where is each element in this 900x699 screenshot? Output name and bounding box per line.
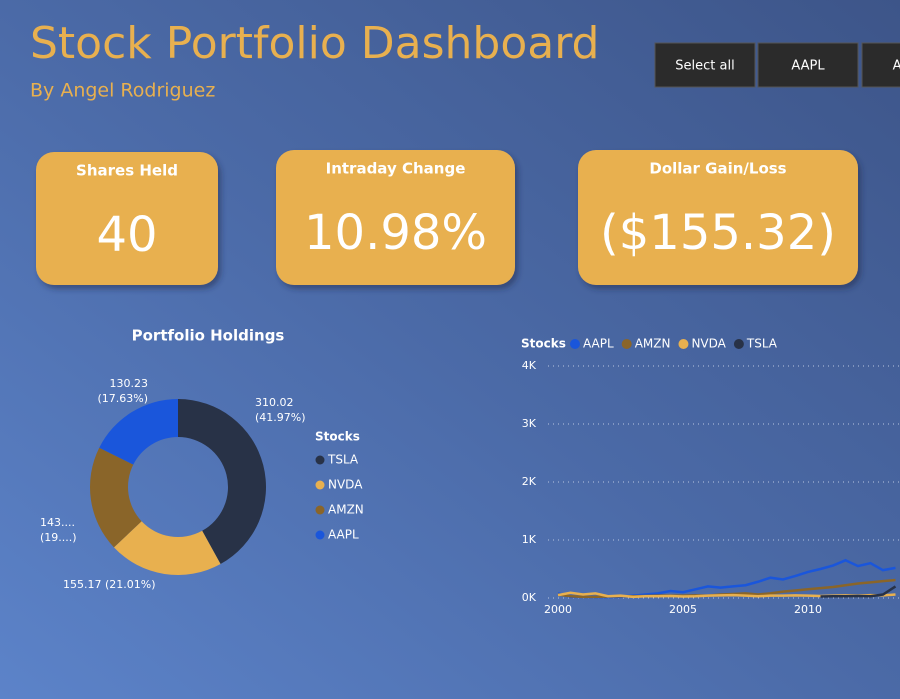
donut-slice	[113, 521, 221, 575]
y-tick-label: 4K	[522, 359, 537, 372]
kpi-card	[276, 150, 515, 285]
legend-title: Stocks	[315, 430, 360, 444]
y-tick-label: 1K	[522, 533, 537, 546]
legend-marker	[315, 455, 325, 465]
legend-label: NVDA	[691, 337, 726, 351]
legend-label: AMZN	[635, 337, 671, 351]
x-tick-label: 2010	[794, 603, 822, 616]
legend-marker	[733, 339, 744, 349]
legend-marker	[315, 530, 325, 540]
legend-marker	[315, 505, 325, 515]
x-tick-label: 2005	[669, 603, 697, 616]
percent-label: (17.63%)	[97, 392, 148, 405]
legend-label: TSLA	[327, 453, 359, 467]
percent-label: (41.97%)	[255, 411, 306, 424]
value-label: 130.23	[110, 377, 149, 390]
kpi-card	[36, 152, 218, 285]
y-tick-label: 0K	[522, 591, 537, 604]
slicer-button[interactable]	[654, 42, 756, 88]
percent-label: (19....)	[40, 531, 77, 544]
slicer-label: AAPL	[791, 59, 825, 74]
legend-label: TSLA	[746, 337, 778, 351]
kpi-card	[578, 150, 858, 285]
value-label: 143....	[40, 516, 75, 529]
legend-label: AMZN	[328, 503, 364, 517]
slicer-label: Select all	[675, 59, 734, 74]
data-label: 155.17 (21.01%)	[63, 578, 156, 591]
slicer-button[interactable]	[861, 42, 900, 88]
legend-marker	[621, 339, 632, 349]
legend-marker	[678, 339, 689, 349]
title: Stock Portfolio Dashboard	[30, 18, 599, 69]
slicer-button[interactable]	[757, 42, 859, 88]
donut-slice	[89, 447, 142, 548]
subtitle: By Angel Rodriguez	[30, 80, 215, 102]
legend-label: AAPL	[583, 337, 614, 351]
kpi-value: ($155.32)	[600, 205, 836, 261]
y-tick-label: 3K	[522, 417, 537, 430]
line-series	[820, 585, 897, 598]
value-label: 155.17	[63, 578, 102, 591]
y-tick-label: 2K	[522, 475, 537, 488]
legend-label: AAPL	[328, 528, 359, 542]
donut-slice	[99, 399, 178, 465]
legend-marker	[570, 339, 580, 349]
legend-marker	[315, 480, 325, 490]
kpi-label: Shares Held	[76, 162, 178, 180]
legend-label: NVDA	[328, 478, 363, 492]
slicer-label: AMZN	[893, 59, 900, 74]
donut-slice	[178, 399, 267, 565]
kpi-value: 40	[96, 207, 157, 263]
percent-label: (21.01%)	[105, 578, 156, 591]
x-tick-label: 2000	[544, 603, 572, 616]
legend-title: Stocks	[521, 337, 566, 351]
kpi-value: 10.98%	[304, 205, 487, 261]
chart-title: Portfolio Holdings	[132, 327, 285, 345]
kpi-label: Intraday Change	[326, 160, 466, 178]
value-label: 310.02	[255, 396, 294, 409]
plot-area	[557, 558, 897, 599]
kpi-label: Dollar Gain/Loss	[649, 160, 786, 178]
